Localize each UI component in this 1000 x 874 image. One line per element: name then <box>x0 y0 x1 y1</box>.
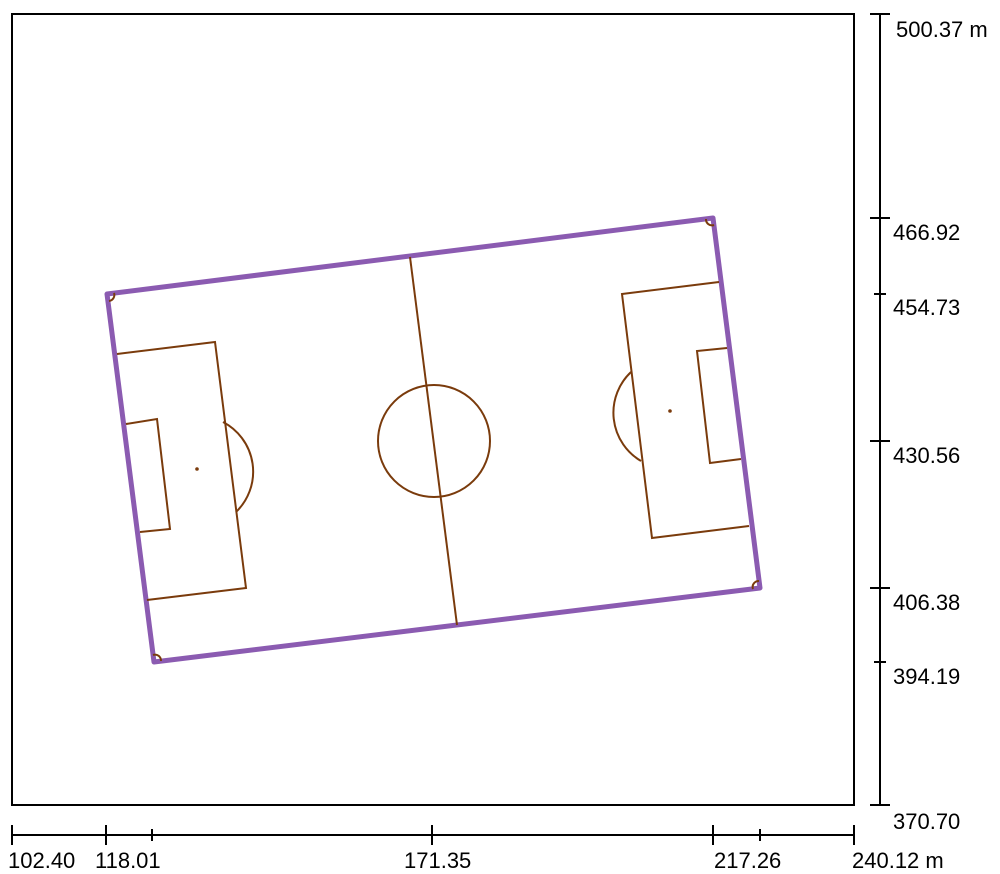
y-tick-label: 394.19 <box>893 664 960 689</box>
corner-arc-bl <box>152 653 162 662</box>
left-penalty-arc <box>222 421 255 513</box>
corner-arc-br <box>751 580 760 590</box>
x-tick-label: 102.40 <box>8 848 75 873</box>
right-penalty-spot <box>668 409 672 413</box>
x-tick-label: 171.35 <box>404 848 471 873</box>
map-frame <box>11 13 855 806</box>
x-axis <box>11 825 855 845</box>
right-goal-area <box>695 347 742 465</box>
x-tick-label: 217.26 <box>714 848 781 873</box>
pitch-markings <box>108 218 760 662</box>
corner-arc-tl <box>108 292 116 302</box>
y-tick-label: 370.70 <box>893 809 960 834</box>
y-tick-label: 430.56 <box>893 443 960 468</box>
left-penalty-area <box>116 340 248 601</box>
y-tick-label: 500.37 m <box>896 17 988 42</box>
pitch-boundary <box>104 215 763 665</box>
y-tick-label: 466.92 <box>893 220 960 245</box>
right-penalty-arc <box>612 371 642 462</box>
left-goal-area <box>125 417 172 533</box>
y-axis <box>870 13 890 806</box>
x-tick-label: 240.12 m <box>852 848 944 873</box>
y-tick-label: 454.73 <box>893 295 960 320</box>
y-tick-label: 406.38 <box>893 590 960 615</box>
halfway-line <box>409 256 458 626</box>
left-penalty-spot <box>195 467 199 471</box>
centre-circle <box>377 384 491 498</box>
corner-arc-tr <box>705 218 715 227</box>
x-tick-label: 118.01 <box>95 848 161 873</box>
right-penalty-area <box>620 281 750 540</box>
